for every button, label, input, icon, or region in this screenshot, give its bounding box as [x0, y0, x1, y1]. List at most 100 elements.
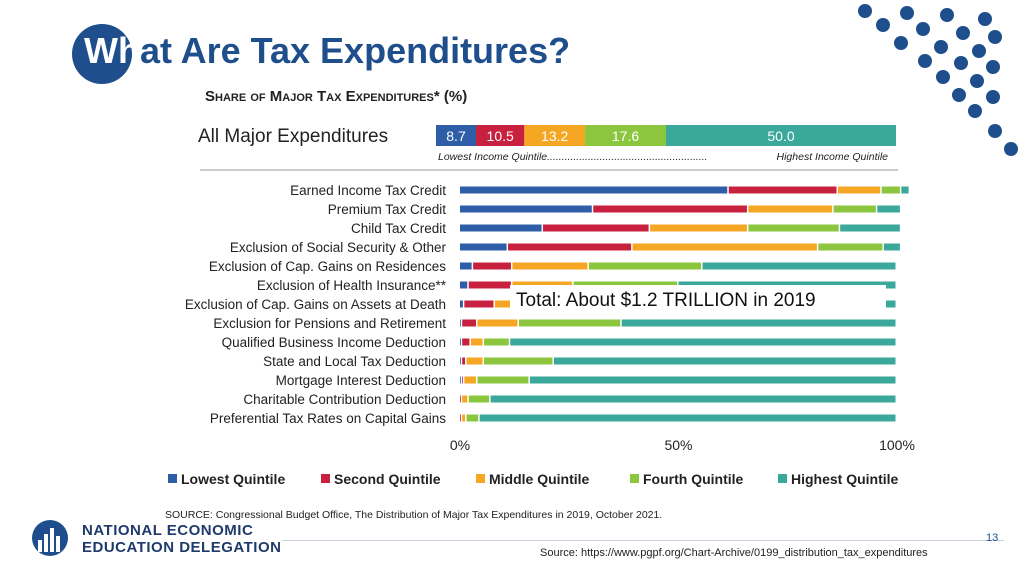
- legend-swatch: [321, 474, 330, 483]
- logo-line-1: NATIONAL ECONOMIC: [82, 522, 254, 539]
- row-label: Exclusion of Cap. Gains on Residences: [209, 259, 446, 274]
- bar-segment: [460, 281, 468, 289]
- summary-bar: 8.7 10.5 13.2 17.6 50.0: [436, 125, 896, 146]
- summary-high-note: Highest Income Quintile: [777, 151, 889, 163]
- summary-segment-label: 8.7: [446, 128, 466, 144]
- summary-segment-1: [476, 125, 525, 146]
- legend-swatch: [168, 474, 177, 483]
- bar-segment: [838, 186, 881, 194]
- x-axis-ticks: 0% 50% 100%: [450, 437, 915, 453]
- bar-segment: [621, 319, 896, 327]
- bar-segment: [464, 376, 476, 384]
- chart-title: Share of Major Tax Expenditures* (%): [205, 88, 468, 105]
- summary-segment-0: [436, 125, 477, 146]
- source-url: Source: https://www.pgpf.org/Chart-Archi…: [540, 547, 928, 559]
- bar-segment: [462, 319, 476, 327]
- bar-segment: [460, 300, 463, 308]
- bar-segment: [632, 243, 817, 251]
- summary-low-note: Lowest Income Quintile..................…: [438, 151, 708, 163]
- bar-segment: [748, 224, 839, 232]
- bar-segment: [588, 262, 702, 270]
- bar-segment: [466, 357, 483, 365]
- page-number: 13: [986, 532, 999, 544]
- bar-segment: [728, 186, 837, 194]
- bar-segment: [460, 186, 728, 194]
- chart-source: SOURCE: Congressional Budget Office, The…: [165, 509, 662, 521]
- x-tick-label: 50%: [664, 437, 692, 453]
- bar-segment: [881, 186, 900, 194]
- legend-label: Fourth Quintile: [643, 471, 744, 487]
- summary-label: All Major Expenditures: [198, 126, 388, 147]
- row-label: Exclusion of Health Insurance**: [257, 278, 447, 293]
- bar-segment: [748, 205, 833, 213]
- bar-segment: [473, 262, 511, 270]
- summary-segment-label: 10.5: [487, 128, 514, 144]
- bar-segment: [508, 243, 632, 251]
- bar-segment: [460, 357, 461, 365]
- page-title-circled: Wh: [84, 30, 140, 71]
- logo-text: NATIONAL ECONOMIC EDUCATION DELEGATION: [82, 522, 281, 556]
- summary-segment-label: 13.2: [541, 128, 568, 144]
- bar-segment: [466, 414, 479, 422]
- bar-segment: [702, 262, 896, 270]
- row-label: Exclusion for Pensions and Retirement: [213, 316, 446, 331]
- row-label: State and Local Tax Deduction: [263, 354, 446, 369]
- row-label: Qualified Business Income Deduction: [222, 335, 446, 350]
- bar-segment: [833, 205, 876, 213]
- need-logo-icon: [32, 520, 68, 556]
- row-label: Mortgage Interest Deduction: [276, 373, 446, 388]
- bar-segment: [460, 243, 507, 251]
- bar-segment: [877, 205, 900, 213]
- bar-segment: [460, 376, 461, 384]
- bar-segment: [468, 281, 511, 289]
- bar-segment: [593, 205, 747, 213]
- bar-segment: [468, 395, 490, 403]
- bar-segment: [460, 395, 461, 403]
- row-label: Earned Income Tax Credit: [290, 183, 446, 198]
- bar-segment: [462, 376, 463, 384]
- legend-swatch: [630, 474, 639, 483]
- bar-segment: [477, 376, 529, 384]
- logo-line-2: EDUCATION DELEGATION: [82, 539, 282, 556]
- bar-segment: [479, 414, 896, 422]
- decorative-dots: [840, 0, 1024, 170]
- footer-divider: [282, 540, 1004, 541]
- bar-segment: [462, 338, 470, 346]
- bar-segment: [462, 395, 468, 403]
- title-circle-accent: [72, 24, 132, 84]
- x-tick-label: 100%: [879, 437, 915, 453]
- bar-segment: [462, 357, 466, 365]
- bar-segment: [460, 224, 542, 232]
- page-title: What Are Tax Expenditures?: [84, 30, 570, 72]
- legend-swatch: [476, 474, 485, 483]
- summary-segment-label: 50.0: [767, 128, 794, 144]
- bar-segment: [460, 319, 461, 327]
- row-label: Exclusion of Social Security & Other: [230, 240, 447, 255]
- bar-segment: [464, 300, 494, 308]
- row-labels: Earned Income Tax Credit Premium Tax Cred…: [185, 183, 447, 426]
- bar-segment: [460, 414, 461, 422]
- row-label: Premium Tax Credit: [328, 202, 447, 217]
- bar-segment: [510, 338, 896, 346]
- bar-segment: [512, 262, 588, 270]
- legend-label: Second Quintile: [334, 471, 441, 487]
- bar-segment: [477, 319, 518, 327]
- bar-segment: [543, 224, 649, 232]
- row-label: Exclusion of Cap. Gains on Assets at Dea…: [185, 297, 446, 312]
- bar-segment: [460, 338, 461, 346]
- bar-segment: [484, 338, 509, 346]
- bar-segment: [883, 243, 900, 251]
- bar-segment: [553, 357, 896, 365]
- legend-swatch: [778, 474, 787, 483]
- row-label: Child Tax Credit: [351, 221, 446, 236]
- legend-label: Middle Quintile: [489, 471, 590, 487]
- x-tick-label: 0%: [450, 437, 470, 453]
- bar-segment: [650, 224, 747, 232]
- legend-label: Highest Quintile: [791, 471, 899, 487]
- summary-segment-4: [666, 125, 896, 146]
- legend: Lowest Quintile Second Quintile Middle Qui…: [168, 471, 899, 487]
- row-label: Charitable Contribution Deduction: [243, 392, 446, 407]
- bar-segment: [460, 205, 592, 213]
- bar-segment: [518, 319, 621, 327]
